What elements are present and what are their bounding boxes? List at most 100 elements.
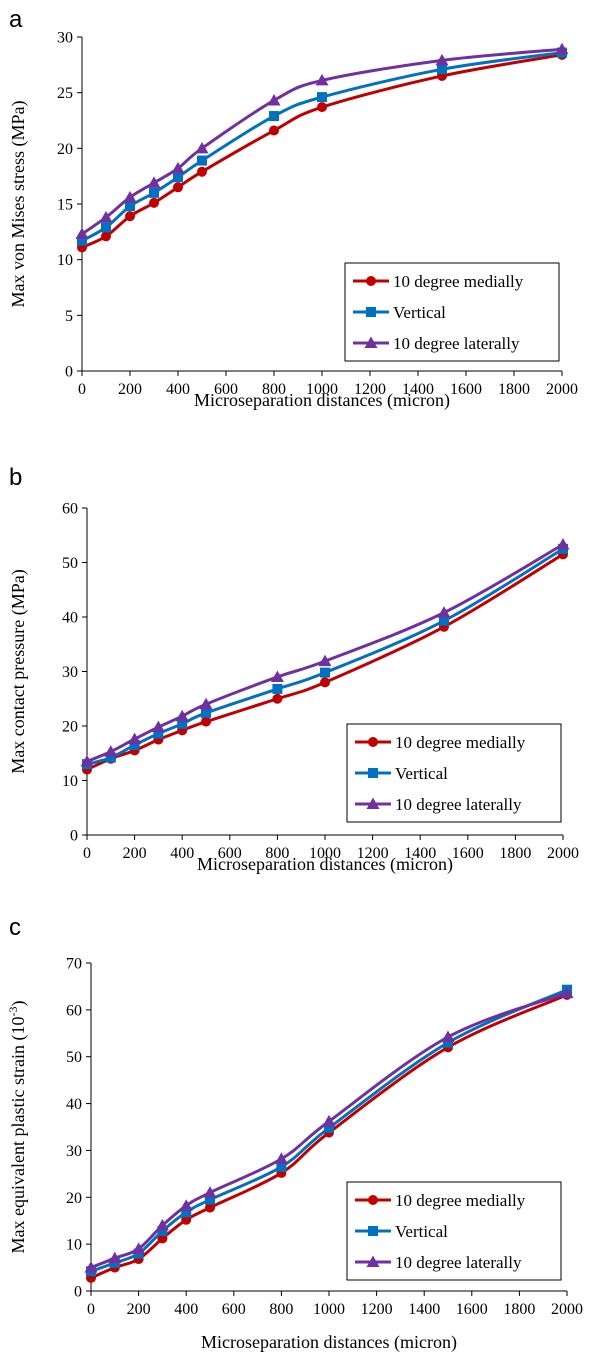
x-tick-label: 1600 [452, 845, 484, 862]
y-axis-title-superscript: -3 [6, 1007, 20, 1017]
x-tick-label: 800 [262, 381, 286, 398]
legend-label: 10 degree laterally [395, 795, 522, 814]
panel-label: a [9, 6, 23, 33]
y-axis-title: Max von Mises stress (MPa) [8, 101, 29, 308]
legend-marker [366, 1255, 380, 1267]
data-point [173, 182, 183, 193]
data-point [274, 1152, 288, 1164]
y-tick-label: 40 [62, 610, 78, 627]
y-axis-title-suffix: ) [8, 1001, 29, 1007]
data-point [437, 606, 451, 618]
x-tick-label: 1000 [306, 381, 338, 398]
data-point [197, 166, 207, 177]
data-point [555, 42, 569, 55]
data-point [173, 172, 183, 183]
data-point [101, 222, 111, 233]
data-point [324, 1122, 334, 1133]
x-tick-label: 800 [265, 845, 289, 862]
legend: 10 degree medially Vertical 10 degree late… [344, 262, 560, 362]
data-point [99, 210, 113, 223]
x-axis-title: Microseparation distances (micron) [201, 1332, 457, 1353]
x-tick-label: 1600 [450, 381, 482, 398]
legend-marker [368, 1226, 378, 1236]
x-tick-label: 2000 [546, 381, 578, 398]
data-point [322, 1114, 336, 1127]
data-point [75, 227, 89, 240]
data-point [201, 707, 211, 718]
y-tick-label: 10 [57, 252, 73, 269]
y-tick-label: 5 [65, 308, 73, 325]
data-point [155, 1218, 169, 1231]
series-3 [80, 538, 570, 767]
legend: 10 degree medially Vertical 10 degree late… [346, 723, 562, 823]
x-tick-label: 1800 [499, 845, 531, 862]
chart-a-svg: 0 5 10 15 20 25 30 0 200 400 600 800 1000 1200 1400 160… [8, 30, 578, 412]
data-point [443, 1037, 453, 1048]
series-3 [84, 986, 574, 1273]
data-point [171, 161, 185, 174]
chart-panel-a: a 0 5 10 15 20 25 30 0 200 400 600 800 1000 1200 1400 1… [0, 0, 590, 456]
data-point [151, 720, 165, 733]
data-point [205, 1194, 215, 1205]
x-tick-label: 1800 [498, 381, 530, 398]
data-point [317, 102, 327, 113]
y-tick-label: 50 [62, 555, 78, 572]
chart-panel-c: c 0 10 20 30 40 50 60 70 0 200 400 600 800 1000 1200 14… [0, 908, 590, 1364]
legend-marker [368, 1195, 378, 1205]
data-point [276, 1161, 287, 1172]
y-tick-label: 30 [62, 664, 78, 681]
data-point [203, 1186, 217, 1198]
data-point [560, 986, 574, 998]
data-point [269, 125, 279, 136]
x-tick-label: 0 [78, 381, 86, 398]
data-point [125, 201, 135, 212]
legend-label: Vertical [393, 303, 446, 322]
x-tick-label: 600 [222, 1301, 246, 1318]
x-tick-label: 1400 [404, 845, 436, 862]
y-tick-label: 60 [62, 501, 78, 518]
data-point [149, 187, 159, 198]
x-axis-title: Microseparation distances (micron) [194, 390, 450, 411]
y-tick-label: 10 [66, 1237, 82, 1254]
y-tick-label: 60 [66, 1002, 82, 1019]
data-point [267, 93, 281, 106]
data-point [272, 693, 283, 704]
y-tick-label: 30 [57, 30, 73, 47]
data-point [104, 745, 118, 757]
data-point [179, 1199, 193, 1211]
data-point [269, 111, 279, 122]
legend-marker [366, 276, 376, 286]
data-point [181, 1207, 192, 1218]
data-point [132, 1242, 146, 1254]
x-tick-label: 600 [218, 845, 242, 862]
x-tick-label: 400 [170, 845, 194, 862]
x-tick-label: 1600 [456, 1301, 488, 1318]
data-point [105, 752, 116, 763]
x-axis-title: Microseparation distances (micron) [197, 854, 453, 875]
data-point [84, 1261, 98, 1273]
legend-label: 10 degree medially [393, 272, 524, 291]
data-point [317, 92, 327, 103]
y-tick-label: 50 [66, 1049, 82, 1066]
x-tick-label: 2000 [551, 1301, 583, 1318]
x-tick-label: 200 [127, 1301, 151, 1318]
y-tick-label: 70 [66, 956, 82, 973]
legend-label: 10 degree laterally [395, 1253, 522, 1272]
data-point [77, 235, 87, 246]
data-point [147, 176, 161, 188]
legend-marker [366, 797, 380, 809]
x-tick-label: 1400 [408, 1301, 440, 1318]
data-point [270, 670, 284, 682]
data-point [201, 716, 211, 727]
legend-label: 10 degree laterally [393, 334, 520, 353]
data-point [80, 754, 94, 767]
data-point [320, 677, 330, 688]
legend-marker [368, 737, 378, 747]
data-point [435, 53, 449, 66]
data-point [149, 197, 159, 208]
x-tick-label: 1200 [354, 381, 386, 398]
data-point [320, 667, 330, 678]
x-tick-label: 400 [166, 381, 190, 398]
x-tick-label: 1400 [402, 381, 434, 398]
